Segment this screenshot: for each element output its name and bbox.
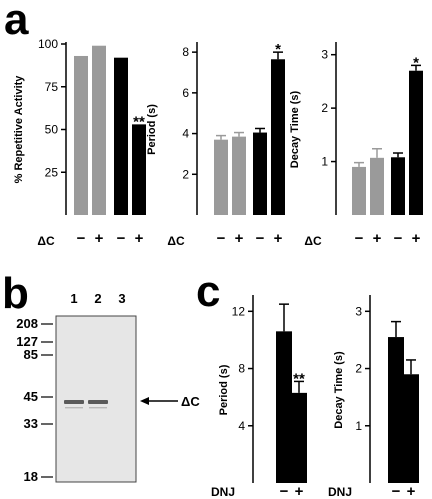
- significance-marker: *: [275, 41, 281, 58]
- lane-label: 1: [70, 291, 77, 306]
- bar: [388, 337, 404, 483]
- band-arrow-head: [140, 397, 149, 405]
- marker-label: 127: [16, 334, 38, 349]
- category-label: +: [135, 230, 144, 247]
- significance-marker: **: [293, 370, 305, 387]
- band-label: ΔC: [181, 394, 200, 409]
- bar: [370, 157, 384, 215]
- y-axis-label: Decay Time (s): [289, 90, 301, 168]
- blot-band-faint: [65, 407, 83, 409]
- bar: [271, 59, 285, 216]
- bar: [132, 124, 146, 215]
- category-label: −: [77, 230, 86, 247]
- y-tick-label: 8: [238, 362, 245, 376]
- y-tick-label: 100: [38, 37, 58, 51]
- category-label: −: [217, 230, 226, 247]
- category-label: −: [392, 483, 401, 499]
- category-label: +: [412, 230, 421, 247]
- y-tick-label: 2: [355, 362, 362, 376]
- blot-band-faint: [89, 407, 107, 409]
- chart-period-c: 4 8 12 Period (s) − ** + DNJ: [211, 295, 307, 499]
- y-tick-label: 50: [45, 123, 59, 137]
- marker-label: 208: [16, 316, 38, 331]
- bar: [352, 166, 366, 215]
- y-tick-label: 12: [232, 304, 246, 318]
- group-label: ΔC: [304, 234, 322, 248]
- blot-band: [64, 400, 84, 404]
- marker-label: 85: [24, 347, 38, 362]
- marker-label: 33: [24, 416, 38, 431]
- panel-label-c: c: [196, 267, 220, 316]
- bar: [74, 55, 88, 215]
- y-tick-label: 25: [45, 165, 59, 179]
- y-tick-label: 3: [355, 304, 362, 318]
- y-tick-label: 75: [45, 80, 59, 94]
- y-tick-label: 2: [182, 167, 189, 181]
- y-axis-label: Decay Time (s): [333, 351, 345, 429]
- category-label: +: [407, 483, 416, 499]
- bar: [214, 139, 228, 215]
- category-label: −: [355, 230, 364, 247]
- group-label: DNJ: [328, 485, 352, 499]
- category-label: −: [117, 230, 126, 247]
- bar: [409, 70, 423, 215]
- blot-membrane: [55, 315, 137, 483]
- bar: [291, 392, 307, 483]
- chart-decay-time-c: 1 2 3 Decay Time (s) − + DNJ: [328, 295, 419, 499]
- y-tick-label: 2: [321, 101, 328, 115]
- category-label: +: [373, 230, 382, 247]
- y-axis-label: % Repetitive Activity: [13, 75, 25, 184]
- category-label: +: [295, 483, 304, 499]
- category-label: +: [235, 230, 244, 247]
- panel-label-a: a: [4, 0, 29, 44]
- y-tick-label: 1: [355, 419, 362, 433]
- category-label: −: [394, 230, 403, 247]
- y-tick-label: 8: [182, 45, 189, 59]
- bar: [92, 45, 106, 216]
- group-label: ΔC: [37, 234, 55, 248]
- y-axis-label: Period (s): [146, 104, 158, 155]
- y-tick-label: 6: [182, 86, 189, 100]
- category-label: +: [95, 230, 104, 247]
- category-label: −: [280, 483, 289, 499]
- bar: [276, 331, 292, 483]
- category-label: +: [274, 230, 283, 247]
- y-tick-label: 4: [238, 419, 245, 433]
- lane-label: 2: [94, 291, 101, 306]
- marker-label: 45: [24, 389, 38, 404]
- bar: [253, 132, 267, 215]
- blot-band: [88, 400, 108, 404]
- y-tick-label: 4: [182, 127, 189, 141]
- lane-label: 3: [118, 291, 125, 306]
- bar: [391, 157, 405, 215]
- marker-label: 18: [24, 469, 38, 484]
- significance-marker: **: [133, 113, 145, 130]
- y-tick-label: 1: [321, 155, 328, 169]
- y-axis-label: Period (s): [218, 364, 230, 415]
- bar: [114, 57, 128, 216]
- bar: [232, 136, 246, 215]
- bar: [403, 374, 419, 483]
- panel-label-b: b: [2, 269, 29, 318]
- significance-marker: *: [413, 54, 419, 71]
- group-label: ΔC: [167, 234, 185, 248]
- y-tick-label: 3: [321, 48, 328, 62]
- group-label: DNJ: [211, 485, 235, 499]
- category-label: −: [256, 230, 265, 247]
